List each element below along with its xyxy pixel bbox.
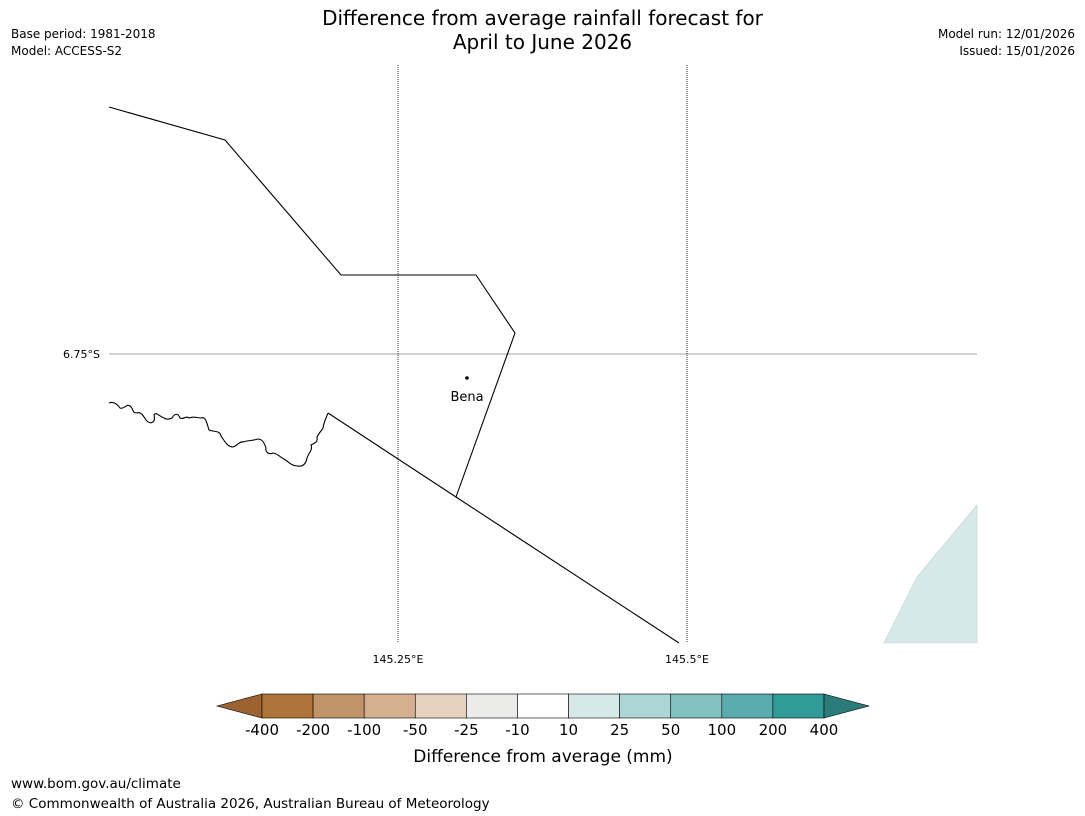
colorbar-tick-label: -50 — [403, 721, 428, 739]
title-line-1: Difference from average rainfall forecas… — [322, 6, 763, 30]
model-run-text: Model run: 12/01/2026 — [937, 27, 1075, 41]
colorbar-tick-label: 100 — [707, 721, 736, 739]
colorbar-tick-label: -200 — [296, 721, 330, 739]
colorbar-segment — [721, 693, 774, 719]
colorbar-segment — [619, 693, 672, 719]
colorbar-tick-label: -400 — [245, 721, 279, 739]
colorbar-tick-label: -100 — [347, 721, 381, 739]
base-period-text: Base period: 1981-2018 — [11, 27, 156, 41]
colorbar-segment — [414, 693, 467, 719]
colorbar-tick-label: 10 — [559, 721, 578, 739]
district-border-south — [327, 412, 680, 644]
colorbar-tick-label: 400 — [810, 721, 839, 739]
colorbar-extend-low — [215, 693, 263, 719]
colorbar-tick-label: 50 — [661, 721, 680, 739]
colorbar-segment — [261, 693, 314, 719]
colorbar-segment — [517, 693, 569, 719]
forecast-shade-area — [883, 504, 978, 644]
colorbar-tick-label: 200 — [759, 721, 788, 739]
meta-left: Base period: 1981-2018 Model: ACCESS-S2 — [11, 26, 156, 60]
model-text: Model: ACCESS-S2 — [11, 44, 123, 58]
colorbar-extend-high — [823, 693, 871, 719]
colorbar: -400 -200 -100 -50 -25 -10 10 25 50 100 200 400 — [215, 693, 871, 739]
footer-copyright: © Commonwealth of Australia 2026, Austra… — [11, 796, 490, 812]
meta-right: Model run: 12/01/2026 Issued: 15/01/2026 — [938, 26, 1075, 60]
colorbar-segment — [312, 693, 365, 719]
chart-title: Difference from average rainfall forecas… — [0, 6, 1085, 54]
colorbar-segment — [568, 693, 620, 719]
issued-text: Issued: 15/01/2026 — [959, 44, 1075, 58]
lon-label-1: 145.5°E — [665, 653, 709, 666]
footer-url: www.bom.gov.au/climate — [11, 776, 181, 792]
bena-location-dot — [465, 376, 469, 380]
colorbar-segment — [466, 693, 518, 719]
district-border-north — [108, 106, 516, 498]
colorbar-tick-label: -10 — [505, 721, 530, 739]
colorbar-tick-label: -25 — [454, 721, 479, 739]
title-line-2: April to June 2026 — [452, 30, 633, 54]
colorbar-title: Difference from average (mm) — [413, 747, 672, 767]
place-label-bena: Bena — [450, 390, 483, 405]
lon-label-0: 145.25°E — [373, 653, 424, 666]
lat-label-0: 6.75°S — [63, 348, 100, 361]
colorbar-segment — [772, 693, 825, 719]
colorbar-segment — [363, 693, 416, 719]
colorbar-tick-label: 25 — [610, 721, 629, 739]
colorbar-segment — [670, 693, 723, 719]
river-boundary — [108, 401, 329, 467]
